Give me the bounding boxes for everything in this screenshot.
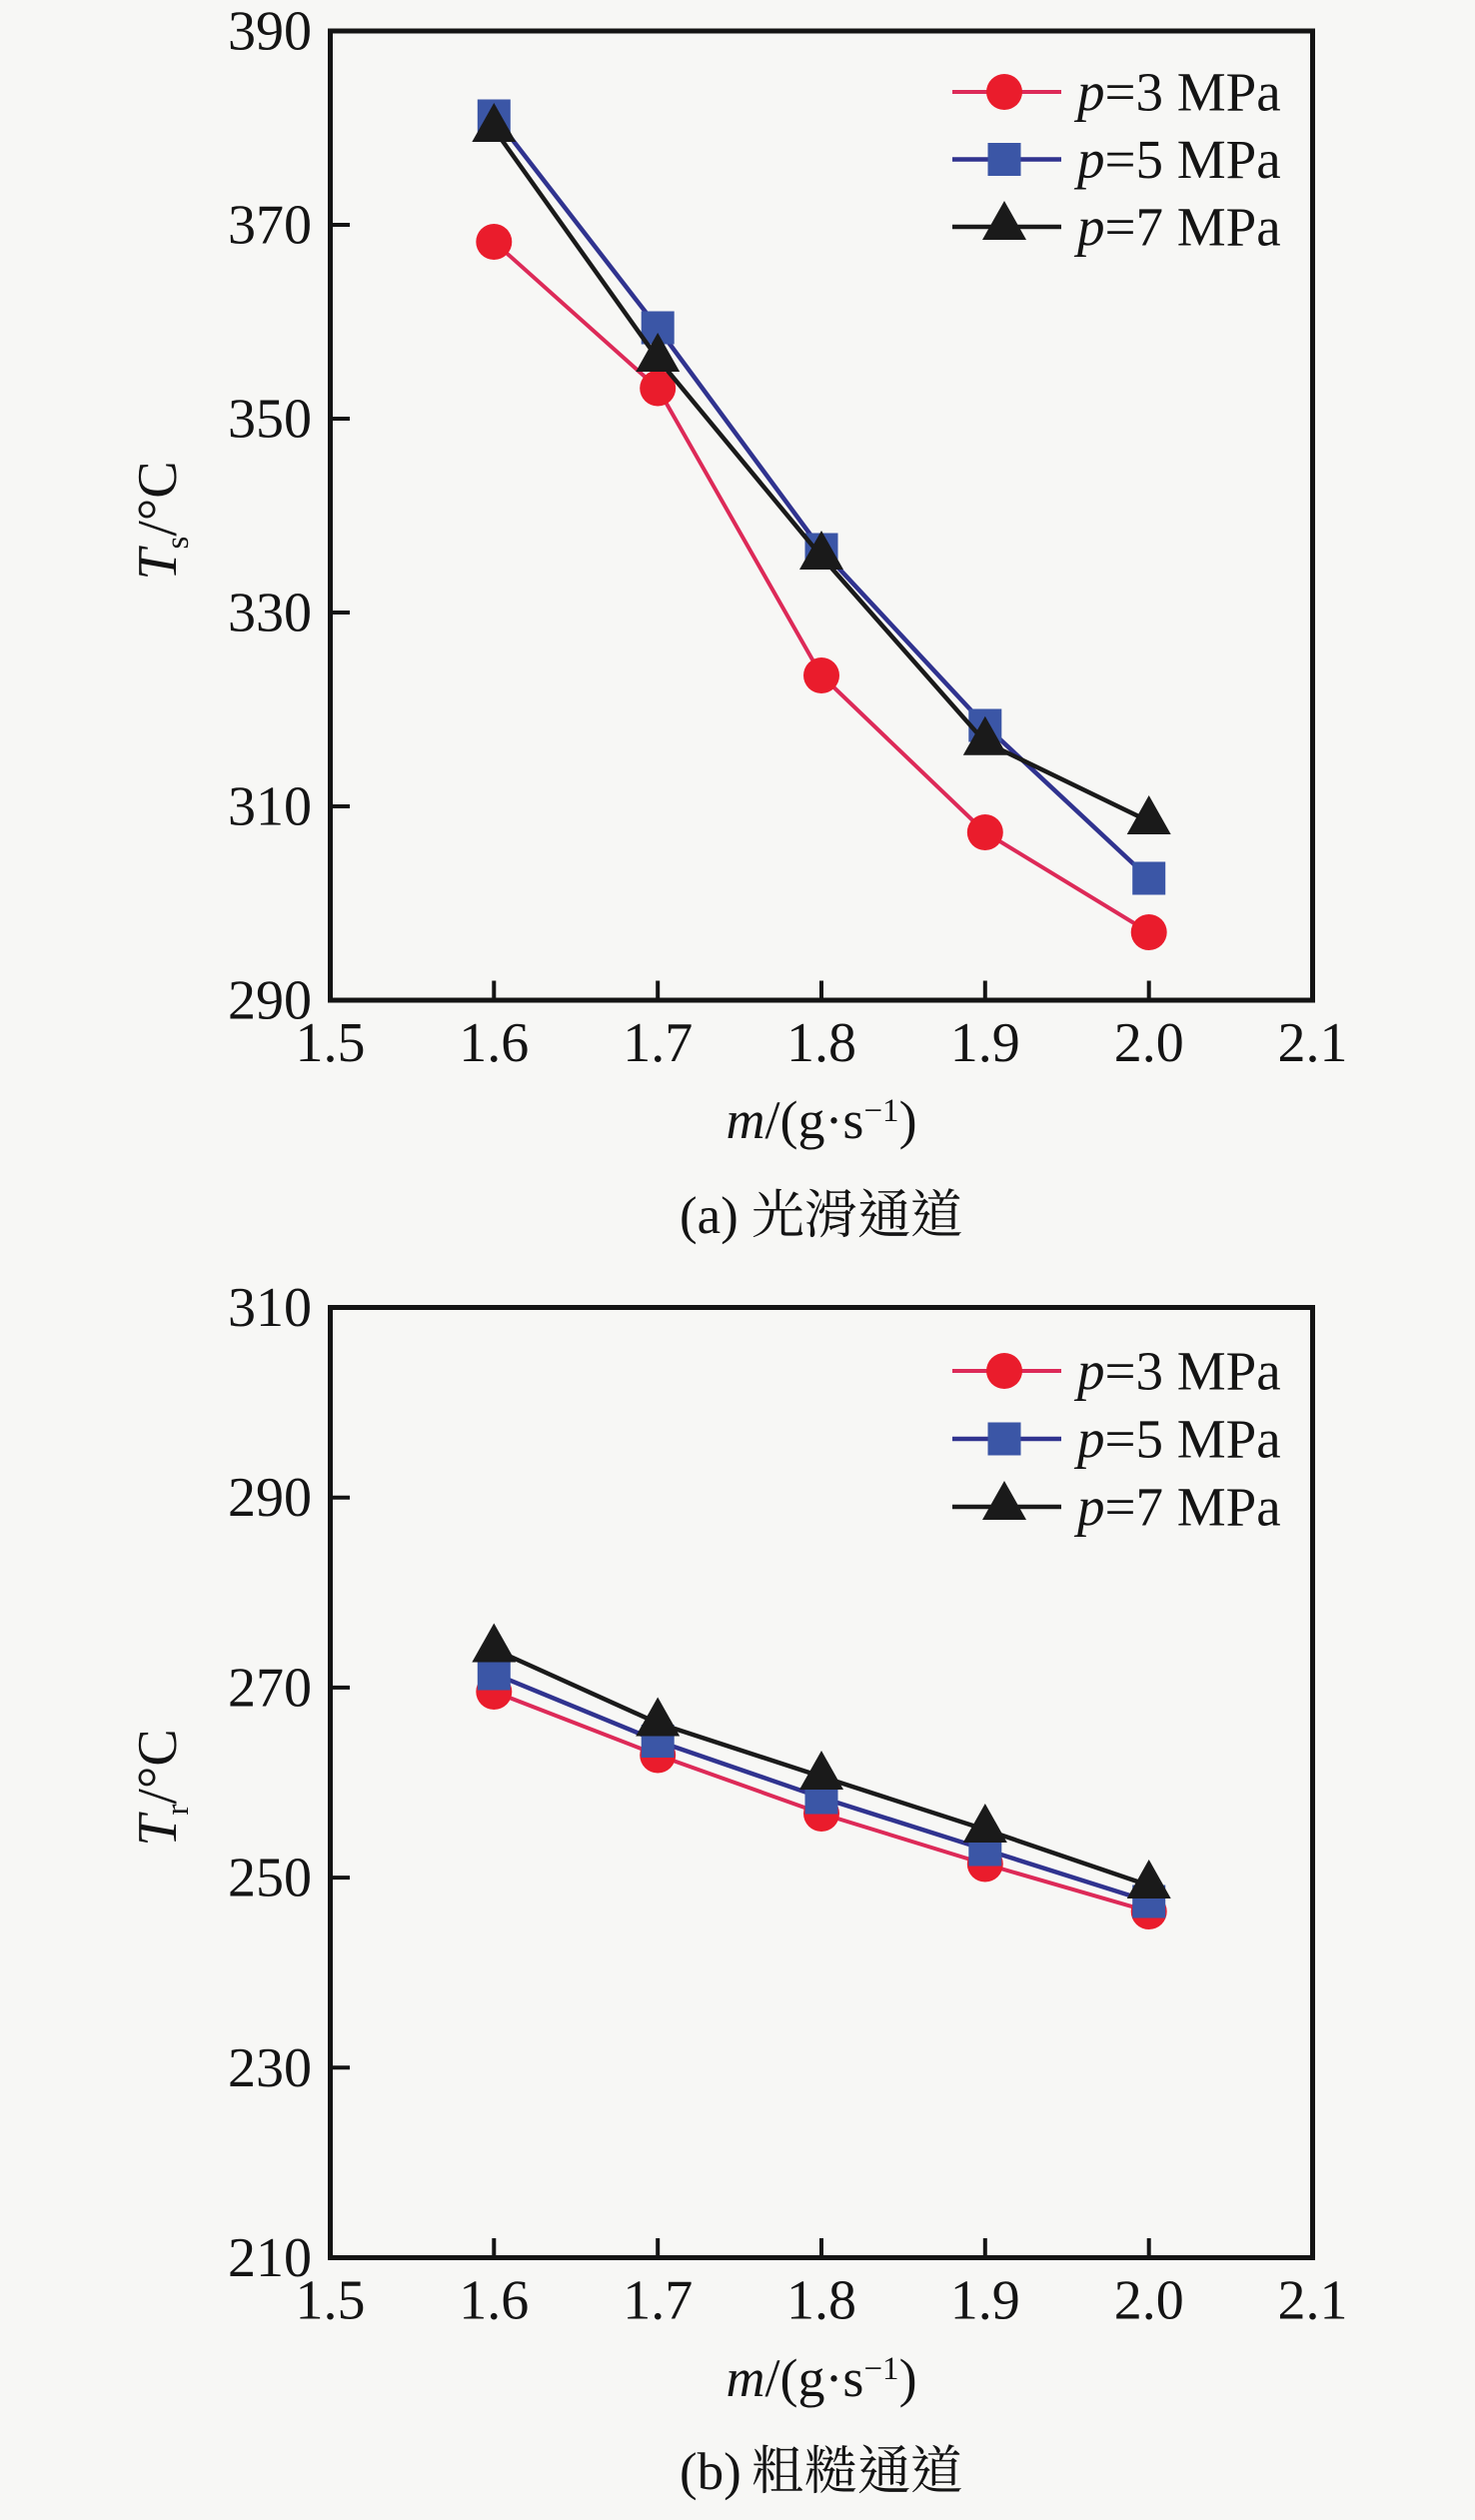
svg-text:1.9: 1.9 xyxy=(950,1012,1020,1074)
svg-text:p=5 MPa: p=5 MPa xyxy=(1073,1409,1281,1470)
svg-text:1.7: 1.7 xyxy=(623,1012,693,1074)
svg-text:370: 370 xyxy=(228,195,312,257)
svg-text:2.1: 2.1 xyxy=(1278,1012,1348,1074)
svg-text:(a): (a) xyxy=(680,1187,738,1245)
svg-text:(b): (b) xyxy=(680,2443,741,2501)
svg-text:1.5: 1.5 xyxy=(296,1012,366,1074)
svg-text:310: 310 xyxy=(228,1277,312,1339)
svg-text:390: 390 xyxy=(228,1,312,63)
svg-text:230: 230 xyxy=(228,2037,312,2099)
svg-text:p=7 MPa: p=7 MPa xyxy=(1073,197,1281,258)
svg-text:m/(g·s−1): m/(g·s−1) xyxy=(726,2348,916,2408)
svg-text:p=3 MPa: p=3 MPa xyxy=(1073,62,1281,123)
svg-text:290: 290 xyxy=(228,970,312,1032)
svg-text:1.7: 1.7 xyxy=(623,2270,693,2332)
svg-text:1.8: 1.8 xyxy=(786,1012,856,1074)
svg-text:270: 270 xyxy=(228,1657,312,1719)
svg-text:1.5: 1.5 xyxy=(296,2270,366,2332)
svg-text:Tr/°C: Tr/°C xyxy=(127,1729,196,1846)
svg-text:p=5 MPa: p=5 MPa xyxy=(1073,129,1281,190)
svg-text:290: 290 xyxy=(228,1467,312,1529)
svg-text:1.8: 1.8 xyxy=(786,2270,856,2332)
svg-text:2.1: 2.1 xyxy=(1278,2270,1348,2332)
svg-text:350: 350 xyxy=(228,389,312,451)
svg-text:1.6: 1.6 xyxy=(459,1012,529,1074)
svg-text:1.6: 1.6 xyxy=(459,2270,529,2332)
svg-text:p=7 MPa: p=7 MPa xyxy=(1073,1477,1281,1538)
svg-text:310: 310 xyxy=(228,776,312,838)
svg-text:m/(g·s−1): m/(g·s−1) xyxy=(726,1090,916,1150)
svg-text:2.0: 2.0 xyxy=(1114,2270,1184,2332)
svg-text:Ts/°C: Ts/°C xyxy=(127,461,196,580)
svg-text:2.0: 2.0 xyxy=(1114,1012,1184,1074)
svg-text:330: 330 xyxy=(228,583,312,644)
svg-text:250: 250 xyxy=(228,1848,312,1909)
svg-text:210: 210 xyxy=(228,2227,312,2289)
svg-text:p=3 MPa: p=3 MPa xyxy=(1073,1341,1281,1402)
svg-text:1.9: 1.9 xyxy=(950,2270,1020,2332)
